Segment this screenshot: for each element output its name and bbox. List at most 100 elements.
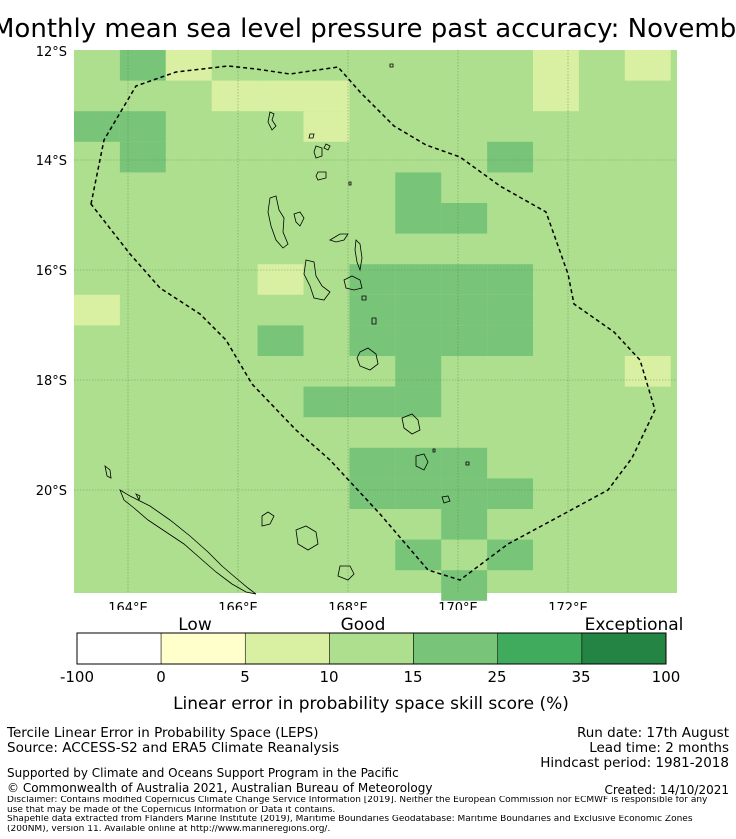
grid-cell-moderate (165, 50, 212, 81)
grid-cell-good-high (395, 294, 442, 326)
grid-cell-good-high (395, 478, 442, 509)
grid-cell-good-high (441, 509, 488, 540)
grid-cell-moderate (624, 50, 671, 81)
lon-label-168e: 168°E (328, 601, 368, 610)
lat-label-16s: 16°S (36, 264, 67, 279)
grid-cell-good-high (349, 386, 396, 418)
grid-cell-good-high (487, 539, 533, 571)
grid-cell-good-high (395, 264, 442, 295)
grid-cell-good-high (74, 111, 120, 142)
cb-tick-35: 35 (571, 668, 590, 686)
grid-cell-good-high (349, 447, 396, 479)
map-title: Monthly mean sea level pressure past acc… (0, 14, 736, 44)
colorbar-category-labels: Low Good Exceptional (178, 615, 683, 635)
grid-cell-moderate (74, 294, 120, 326)
grid-cell-moderate (257, 80, 304, 112)
category-exceptional: Exceptional (585, 615, 684, 635)
copyright: © Commonwealth of Australia 2021, Austra… (7, 781, 433, 795)
grid-cell-moderate (257, 264, 304, 295)
grid-cell-good-high (441, 325, 488, 356)
colorbar-label: Linear error in probability space skill … (173, 694, 569, 714)
map-frame (74, 50, 677, 601)
grid-cell-good-high (303, 386, 350, 418)
graticule (74, 50, 677, 593)
disclaimer-line-1: Disclaimer: Contains modified Copernicus… (7, 796, 708, 805)
grid-cell-good-high (395, 172, 442, 203)
small-islets (348, 63, 470, 466)
grid-cell-good-high (487, 264, 533, 295)
run-date: Run date: 17th August (576, 725, 729, 741)
category-low: Low (178, 615, 212, 635)
grid-cell-moderate (211, 80, 258, 112)
grid-cell-moderate (624, 356, 671, 387)
loyalty-islands (261, 511, 355, 581)
source-text: Source: ACCESS-S2 and ERA5 Climate Reana… (7, 740, 340, 756)
grid-cell-good-high (395, 325, 442, 356)
grid-cell-good-high (441, 203, 488, 234)
colorbar-segment-2 (245, 632, 330, 665)
hindcast-period: Hindcast period: 1981-2018 (540, 755, 729, 771)
lon-label-170e: 170°E (438, 601, 478, 610)
cb-tick-100: 100 (652, 668, 681, 686)
disclaimer-line-4: (200NM), version 11. Available online at… (7, 824, 331, 834)
lat-label-18s: 18°S (36, 374, 67, 389)
grid-cell-good-high (487, 325, 533, 356)
colorbar-segment-0 (76, 632, 162, 665)
colorbar-segment-1 (160, 632, 246, 665)
pentecost-island (354, 239, 363, 272)
grid-cell-good-high (395, 539, 442, 571)
category-good: Good (341, 615, 386, 635)
lat-label-12s: 12°S (36, 45, 67, 60)
grid-cell-good-high (395, 203, 442, 234)
aneityum-island (441, 495, 451, 504)
grid-cell-good-high (487, 294, 533, 326)
grid-cell-moderate (303, 80, 350, 112)
grid-cell-moderate (303, 111, 350, 142)
supported-by: Supported by Climate and Oceans Support … (7, 766, 399, 780)
cb-tick-5: 5 (240, 668, 250, 686)
malakula-island (303, 259, 331, 301)
grid-cell-good-high (441, 294, 488, 326)
grid-cell-good-high (441, 447, 488, 479)
grid-cell-good-high (395, 386, 442, 418)
colorbar-segment-5 (497, 632, 583, 665)
grid-cell-good-high (441, 570, 488, 601)
torres-islands (267, 111, 315, 139)
colorbar-segment-6 (581, 632, 667, 665)
disclaimer-line-3: Shapefile data extracted from Flanders M… (7, 815, 693, 824)
disclaimer: Disclaimer: Contains modified Copernicus… (7, 796, 732, 834)
erromango-island (401, 413, 421, 435)
grid-cell-good-high (119, 141, 166, 173)
method-text: Tercile Linear Error in Probability Spac… (7, 725, 319, 741)
colorbar-segment-3 (329, 632, 414, 665)
efate-island (356, 347, 379, 371)
cb-tick-25: 25 (487, 668, 506, 686)
new-caledonia-north-islets (104, 465, 141, 502)
lon-label-172e: 172°E (548, 601, 588, 610)
cb-tick-15: 15 (403, 668, 422, 686)
grid-cell-good-high (119, 111, 166, 142)
skill-map: 12°S 14°S 16°S 18°S 20°S 164°E 166°E 168… (36, 45, 677, 610)
cb-tick-minus100: -100 (60, 668, 94, 686)
epi-island (343, 275, 363, 291)
lat-label-20s: 20°S (36, 484, 67, 499)
cb-tick-10: 10 (319, 668, 338, 686)
tanna-island (415, 453, 429, 471)
colorbar-ticks: -100 0 5 10 15 25 35 100 (60, 668, 680, 686)
grid-cell-good-high (257, 325, 304, 356)
latitude-tick-labels: 12°S 14°S 16°S 18°S 20°S (36, 45, 67, 499)
created-date: Created: 14/10/2021 (604, 783, 729, 797)
disclaimer-line-2: use that may be made of the Copernicus I… (7, 805, 336, 815)
lat-label-14s: 14°S (36, 154, 67, 169)
lead-time: Lead time: 2 months (589, 740, 729, 756)
grid-cell-good-high (487, 141, 533, 173)
coastlines (104, 63, 470, 595)
run-info: Run date: 17th August Lead time: 2 month… (540, 726, 729, 771)
grid-cell-moderate (533, 80, 579, 112)
longitude-tick-labels: 164°E 166°E 168°E 170°E 172°E (108, 601, 588, 610)
lon-label-166e: 166°E (218, 601, 258, 610)
grid-cell-good-high (441, 264, 488, 295)
grid-cell-good-high (441, 478, 488, 509)
banks-islands (313, 143, 331, 181)
support-credits: Supported by Climate and Oceans Support … (7, 766, 432, 796)
